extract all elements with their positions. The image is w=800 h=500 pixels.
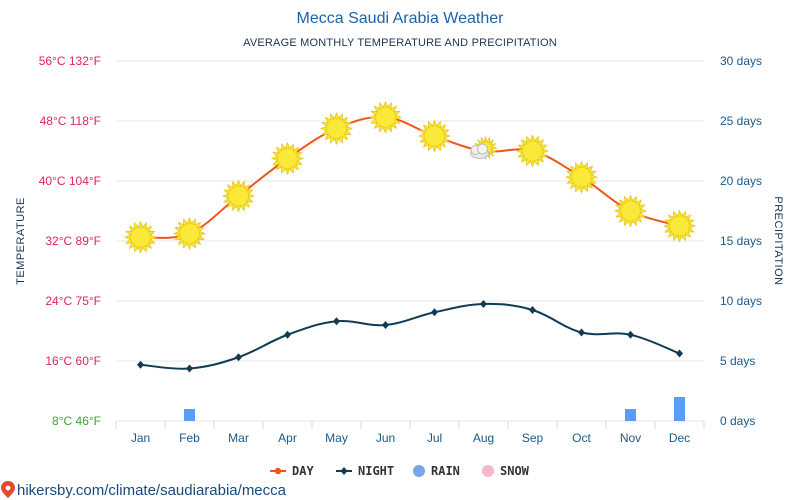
right-tick-label: 30 days [720, 54, 762, 68]
legend-item-snow[interactable]: SNOW [482, 464, 530, 478]
sun-cloud-icon [470, 136, 498, 160]
day-line [140, 116, 680, 239]
right-tick-label: 0 days [720, 414, 755, 428]
legend: DAY NIGHT RAIN SNOW [270, 464, 530, 478]
legend-label: SNOW [500, 464, 530, 478]
legend-item-day[interactable]: DAY [270, 464, 314, 478]
x-tick-label: Nov [620, 431, 641, 445]
left-tick-label: 16°C 60°F [45, 354, 101, 368]
night-point [431, 308, 438, 317]
left-tick-label: 8°C 46°F [52, 414, 101, 428]
x-tick-label: Mar [228, 431, 249, 445]
x-tick-label: Jan [131, 431, 150, 445]
night-point [480, 300, 487, 308]
sun-icon [172, 216, 207, 251]
x-tick-label: Oct [572, 431, 591, 445]
x-axis: Jan Feb Mar Apr May Jun Jul Aug Sep Oct Nov Dec [131, 431, 690, 445]
night-series [137, 300, 683, 373]
sun-icon [515, 134, 550, 168]
day-series [123, 100, 697, 254]
x-tick-label: Jun [376, 431, 395, 445]
location-pin-icon [1, 481, 15, 498]
legend-label: NIGHT [358, 464, 394, 478]
right-tick-label: 5 days [720, 354, 755, 368]
legend-item-night[interactable]: NIGHT [336, 464, 394, 478]
rain-bar [625, 409, 636, 421]
night-point [284, 330, 291, 339]
x-tick-label: Aug [473, 431, 494, 445]
sun-icon [270, 141, 305, 176]
sun-icon [564, 160, 599, 194]
left-axis: 8°C 46°F 16°C 60°F 24°C 75°F 32°C 89°F 40°C … [39, 54, 101, 428]
left-tick-label: 24°C 75°F [45, 294, 101, 308]
x-tick-label: May [325, 431, 348, 445]
left-tick-label: 32°C 89°F [45, 234, 101, 248]
night-point [627, 330, 634, 339]
x-tick-label: Apr [278, 431, 297, 445]
right-axis: 0 days 5 days 10 days 15 days 20 days 25 days… [720, 54, 762, 428]
right-tick-label: 15 days [720, 234, 762, 248]
left-tick-label: 48°C 118°F [40, 114, 101, 128]
sun-icon [662, 209, 697, 243]
x-tick-label: Jul [427, 431, 442, 445]
night-point [382, 321, 389, 329]
sun-icon [123, 220, 158, 254]
rain-bars [184, 397, 685, 421]
left-tick-label: 56°C 132°F [39, 54, 101, 68]
chart-subtitle: AVERAGE MONTHLY TEMPERATURE AND PRECIPIT… [243, 37, 557, 49]
night-point [676, 349, 683, 358]
sun-icon [368, 100, 403, 134]
x-tick-label: Dec [669, 431, 690, 445]
night-line [140, 302, 680, 370]
night-point [529, 306, 536, 314]
right-axis-title: PRECIPITATION [772, 196, 784, 285]
sun-icon [417, 119, 452, 153]
night-point [137, 360, 144, 369]
sun-icon [613, 194, 648, 228]
night-point [333, 317, 340, 326]
x-tick-label: Sep [522, 431, 544, 445]
right-tick-label: 20 days [720, 174, 762, 188]
left-tick-label: 40°C 104°F [39, 174, 101, 188]
sun-icon [221, 179, 256, 213]
sun-icon [319, 111, 354, 146]
rain-bar [674, 397, 685, 421]
night-point [235, 353, 242, 362]
left-axis-title: TEMPERATURE [15, 197, 27, 285]
legend-label: RAIN [431, 464, 460, 478]
rain-bar [184, 409, 195, 421]
night-point [578, 328, 585, 337]
legend-item-rain[interactable]: RAIN [413, 464, 460, 478]
x-tick-label: Feb [179, 431, 200, 445]
right-tick-label: 25 days [720, 114, 762, 128]
source-link[interactable]: hikersby.com/climate/saudiarabia/mecca [17, 482, 287, 499]
night-point [186, 364, 193, 373]
right-tick-label: 10 days [720, 294, 762, 308]
gridlines [115, 60, 705, 429]
legend-label: DAY [292, 464, 314, 478]
chart-title: Mecca Saudi Arabia Weather [297, 10, 505, 27]
